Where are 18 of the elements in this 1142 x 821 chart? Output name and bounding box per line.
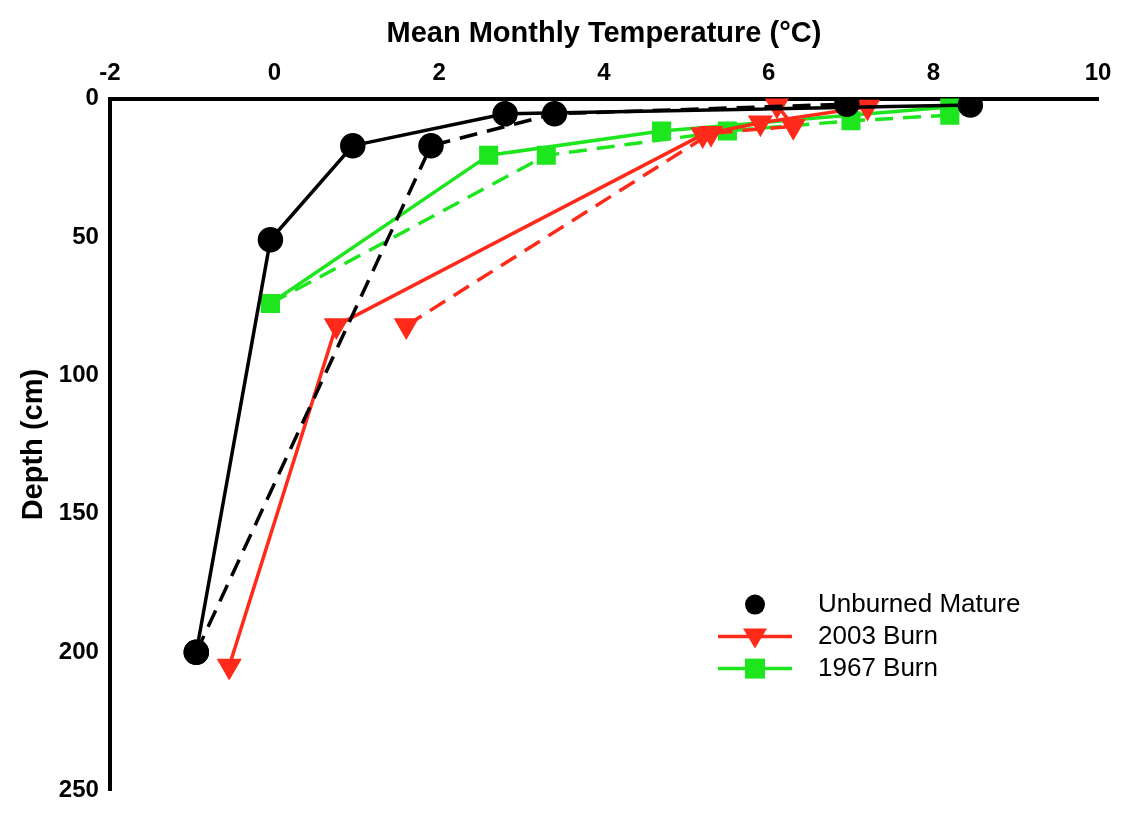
y-tick-label: 0 xyxy=(85,83,99,111)
x-tick-label: 6 xyxy=(761,57,776,85)
legend-label: 1967 Burn xyxy=(818,651,938,682)
x-axis-title: Mean Monthly Temperature (°C) xyxy=(386,16,822,49)
y-tick-label: 200 xyxy=(58,636,99,664)
x-tick-label: 10 xyxy=(1084,57,1112,85)
legend-label: Unburned Mature xyxy=(818,587,1021,618)
x-tick-label: 8 xyxy=(926,57,940,85)
y-axis-title: Depth (cm) xyxy=(16,368,49,521)
y-tick-label: 100 xyxy=(58,360,99,388)
x-tick-label: -2 xyxy=(99,57,121,85)
x-tick-label: 2 xyxy=(432,57,446,85)
y-tick-label: 250 xyxy=(58,775,99,803)
x-tick-label: 0 xyxy=(267,57,282,85)
y-tick-label: 150 xyxy=(58,498,99,526)
legend-label: 2003 Burn xyxy=(818,619,938,650)
y-tick-label: 50 xyxy=(72,221,99,249)
x-tick-label: 4 xyxy=(597,57,612,85)
